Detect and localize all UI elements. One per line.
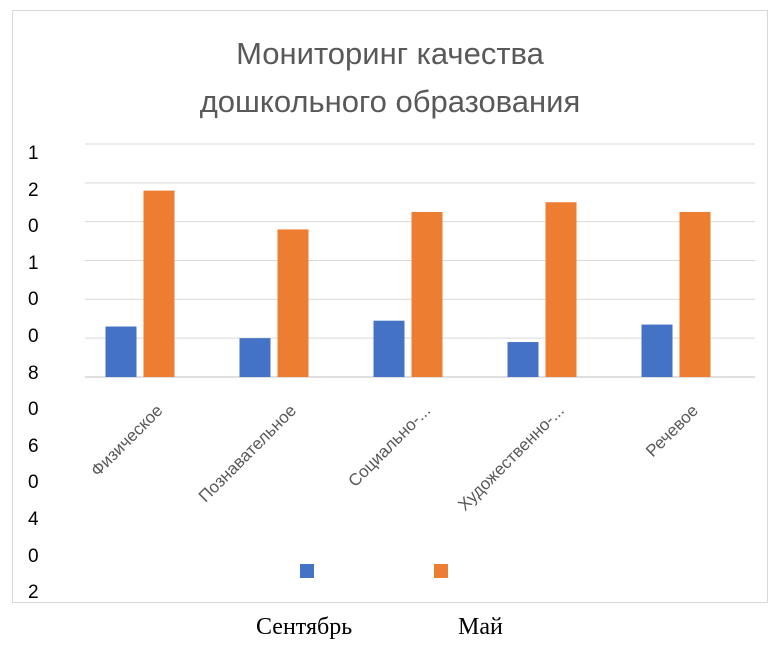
bar-september-2 [373,320,405,377]
chart-frame [12,10,768,603]
bar-september-1 [239,338,271,377]
bar-may-4 [679,211,711,377]
y-tick-label: 0 [28,289,39,311]
y-tick-label: 1 [28,252,39,274]
y-tick-label: 1 [28,143,39,164]
chart-title-line-2: дошкольного образования [199,84,581,119]
legend-label-september: Сентябрь [256,614,353,640]
y-tick-label: 4 [28,509,39,530]
y-tick-label: 2 [28,582,39,604]
chart-title-line-1: Мониторинг качества [236,36,544,71]
legend-swatch-may [434,564,448,578]
y-tick-label: 8 [28,362,39,384]
y-tick-label: 0 [28,326,39,347]
y-tick-label: 2 [28,179,39,201]
bar-may-3 [545,202,577,377]
y-tick-label: 0 [28,545,39,567]
legend-swatch-september [300,564,314,578]
bar-may-0 [143,190,175,377]
y-tick-label: 0 [28,472,39,494]
bar-may-2 [411,211,443,377]
bar-september-3 [507,342,539,377]
y-tick-label: 0 [28,399,39,421]
bar-september-0 [105,326,137,377]
y-tick-label: 6 [28,435,39,457]
y-tick-label: 0 [28,216,39,238]
bar-may-1 [277,229,309,377]
legend-label-may: Май [458,614,503,640]
bar-september-4 [641,324,673,377]
